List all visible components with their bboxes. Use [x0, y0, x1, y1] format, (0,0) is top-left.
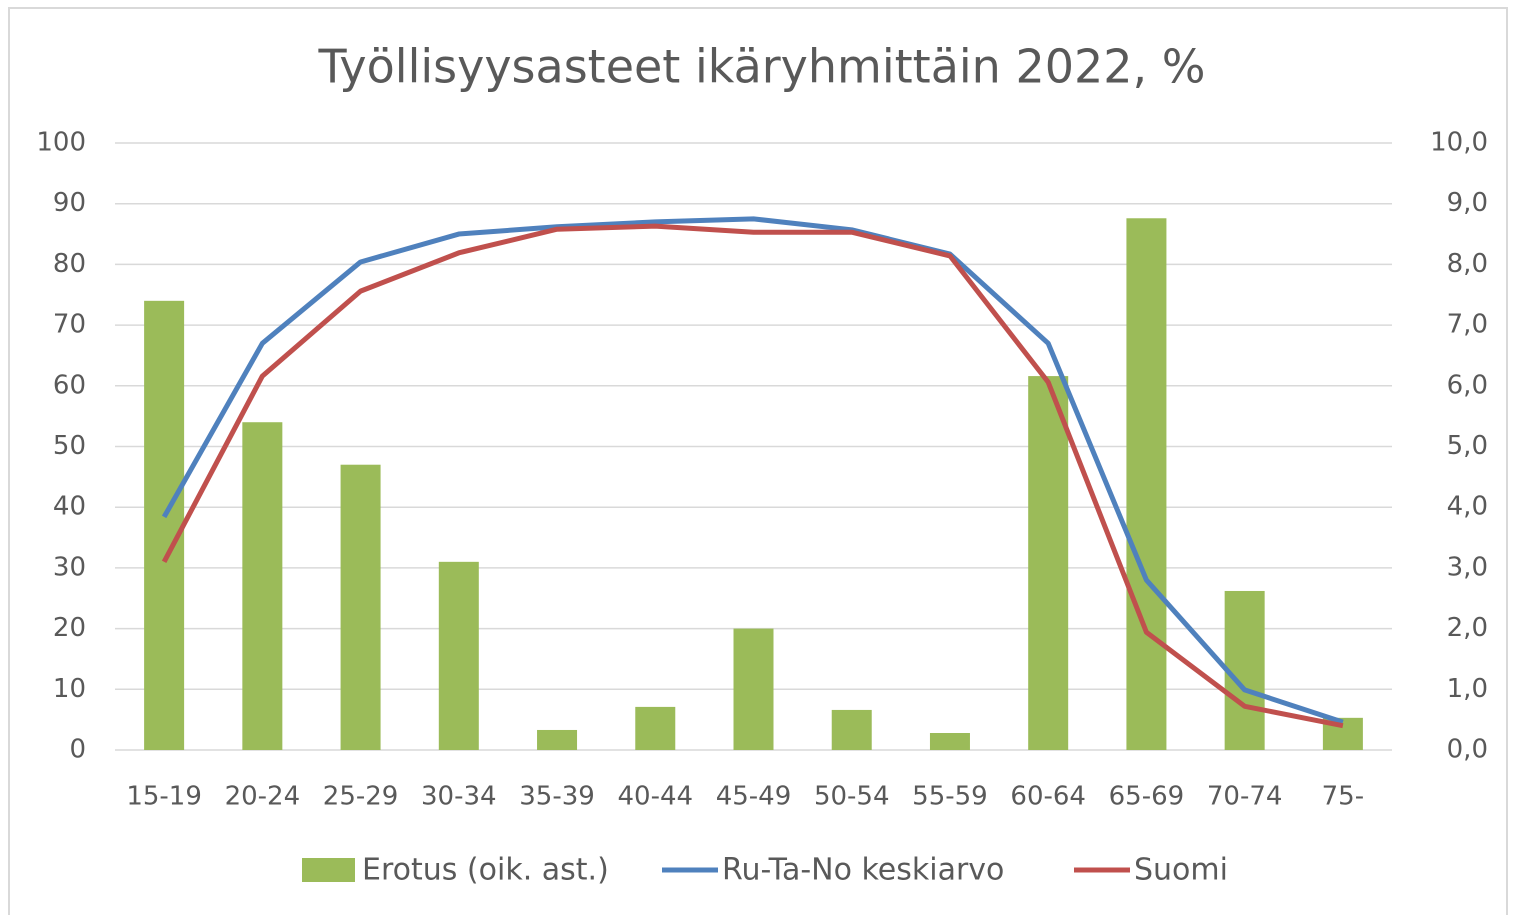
bar — [733, 628, 774, 750]
y2-tick-label: 7,0 — [1447, 310, 1488, 340]
bar — [144, 300, 185, 750]
legend-swatch — [302, 858, 355, 882]
x-tick-label: 55-59 — [912, 782, 988, 812]
y2-tick-label: 4,0 — [1447, 492, 1488, 522]
bar — [929, 733, 970, 750]
x-tick-label: 65-69 — [1109, 782, 1185, 812]
y-tick-label: 40 — [53, 492, 86, 522]
x-tick-label: 50-54 — [814, 782, 890, 812]
bar — [1126, 218, 1167, 750]
y-tick-label: 50 — [53, 431, 86, 461]
y2-tick-label: 6,0 — [1447, 370, 1488, 400]
y2-tick-label: 1,0 — [1447, 674, 1488, 704]
legend-label: Ru-Ta-No keskiarvo — [722, 853, 1004, 888]
bar — [1028, 376, 1069, 750]
y-tick-label: 0 — [69, 735, 86, 765]
line — [161, 216, 1344, 725]
y2-tick-label: 2,0 — [1447, 613, 1488, 643]
legend-label: Erotus (oik. ast.) — [362, 853, 609, 888]
x-tick-label: 20-24 — [225, 782, 301, 812]
y-tick-label: 70 — [53, 310, 86, 340]
bar — [242, 422, 283, 750]
y-tick-label: 20 — [53, 613, 86, 643]
legend-label: Suomi — [1134, 853, 1228, 888]
y2-tick-label: 0,0 — [1447, 735, 1488, 765]
y-tick-label: 10 — [53, 674, 86, 704]
chart-border — [8, 7, 1508, 915]
bar — [831, 709, 872, 750]
x-tick-label: 25-29 — [323, 782, 399, 812]
chart-title: Työllisyysasteet ikäryhmittäin 2022, % — [318, 40, 1206, 94]
x-tick-label: 45-49 — [716, 782, 792, 812]
x-tick-label: 60-64 — [1010, 782, 1086, 812]
bar — [537, 729, 578, 750]
y-tick-label: 30 — [53, 552, 86, 582]
y2-tick-label: 5,0 — [1447, 431, 1488, 461]
bar — [635, 706, 676, 750]
y2-tick-label: 3,0 — [1447, 552, 1488, 582]
x-tick-label: 35-39 — [519, 782, 595, 812]
bar — [438, 561, 479, 750]
x-tick-label: 30-34 — [421, 782, 497, 812]
y2-tick-label: 8,0 — [1447, 249, 1488, 279]
bar — [340, 464, 381, 750]
x-tick-label: 75- — [1322, 782, 1364, 812]
y2-tick-label: 10,0 — [1430, 128, 1488, 158]
x-tick-label: 70-74 — [1207, 782, 1283, 812]
y-tick-label: 100 — [36, 128, 86, 158]
y-tick-label: 80 — [53, 249, 86, 279]
y2-tick-label: 9,0 — [1447, 188, 1488, 218]
y-tick-label: 60 — [53, 370, 86, 400]
y-tick-label: 90 — [53, 188, 86, 218]
x-tick-label: 40-44 — [617, 782, 693, 812]
bar — [1224, 590, 1265, 750]
line — [161, 223, 1344, 729]
x-tick-label: 15-19 — [126, 782, 202, 812]
